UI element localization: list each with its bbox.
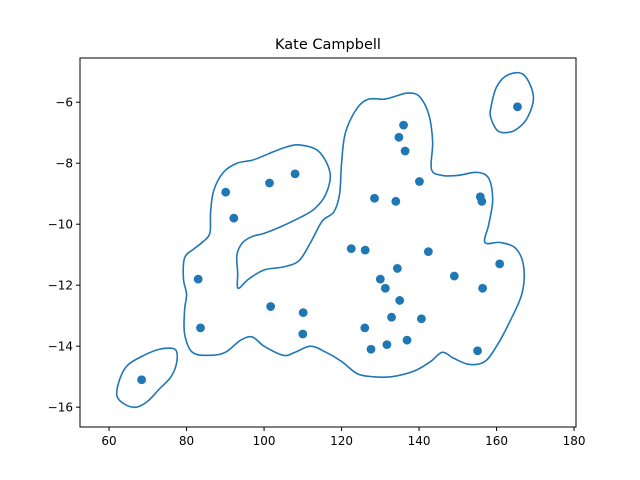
contour-lower-left (115, 347, 179, 409)
y-tick-label: −16 (48, 400, 73, 414)
data-point (395, 296, 405, 305)
chart-title: Kate Campbell (275, 37, 381, 53)
density-contours (115, 71, 535, 409)
data-point (399, 120, 408, 130)
data-point (416, 314, 426, 324)
data-point (366, 344, 376, 354)
y-tick-label: −6 (55, 96, 73, 110)
data-point (478, 283, 488, 293)
x-tick-label: 180 (563, 434, 586, 448)
y-axis: −16 −14 −12 −10 −8 −6 (48, 96, 80, 414)
data-point (423, 247, 433, 257)
data-point (380, 283, 390, 293)
contour-main (182, 92, 525, 379)
data-point (360, 323, 370, 333)
data-point (221, 187, 231, 197)
data-point (387, 312, 396, 322)
data-point (392, 264, 402, 273)
data-point (513, 102, 522, 112)
x-tick-label: 80 (179, 434, 194, 448)
data-point (229, 213, 239, 223)
y-tick-label: −14 (48, 339, 73, 353)
data-point (391, 196, 401, 206)
data-point (477, 196, 487, 206)
x-axis: 60 80 100 120 140 160 180 (101, 427, 586, 448)
data-point (402, 335, 412, 345)
data-point (266, 302, 276, 311)
data-point (193, 274, 203, 284)
data-point (137, 375, 147, 385)
data-point (196, 323, 205, 333)
x-tick-label: 60 (101, 434, 116, 448)
data-point (360, 245, 370, 255)
data-point (449, 271, 459, 281)
data-point (346, 244, 356, 254)
x-tick-label: 120 (330, 434, 353, 448)
data-point (265, 178, 274, 188)
contour-upper-right (489, 71, 535, 134)
data-point (400, 146, 410, 156)
axes-frame (79, 57, 577, 428)
data-point (382, 340, 392, 350)
data-point (298, 308, 308, 318)
data-point (415, 177, 424, 186)
data-points (137, 102, 522, 385)
data-point (375, 274, 385, 284)
data-point (495, 259, 505, 269)
data-point (370, 193, 379, 203)
y-tick-label: −10 (48, 218, 73, 232)
data-point (290, 169, 300, 179)
data-point (298, 329, 308, 339)
data-point (473, 346, 482, 356)
y-tick-label: −8 (55, 157, 73, 171)
x-tick-label: 140 (408, 434, 431, 448)
x-tick-label: 160 (485, 434, 508, 448)
plot-area (115, 71, 535, 409)
y-tick-label: −12 (48, 278, 73, 292)
data-point (394, 132, 404, 142)
x-tick-label: 100 (253, 434, 276, 448)
